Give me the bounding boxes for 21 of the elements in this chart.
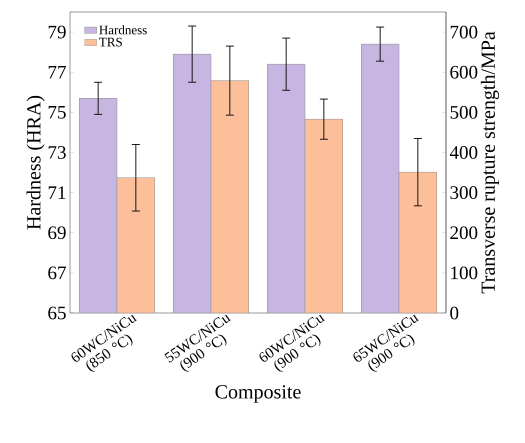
y-tick-label: 69 xyxy=(48,226,66,240)
y2-tick-label: 700 xyxy=(450,26,478,38)
y-tick-label: 75 xyxy=(48,106,66,119)
legend-label: Hardness xyxy=(99,25,147,34)
legend-label: TRS xyxy=(99,38,122,46)
y-tick-label: 77 xyxy=(48,66,66,78)
y2-tick-label: 200 xyxy=(450,226,478,240)
y2-tick-label: 300 xyxy=(450,186,478,200)
y-tick-label: 67 xyxy=(48,266,66,280)
y-tick-label: 65 xyxy=(48,306,66,320)
y-tick-label: 71 xyxy=(48,186,66,199)
y-axis-title: Hardness (HRA) xyxy=(26,96,45,230)
y-tick-label: 73 xyxy=(48,146,66,159)
y2-tick-label: 400 xyxy=(450,146,478,159)
y2-axis-title: Transverse rupture strength/MPa xyxy=(480,31,500,294)
y2-tick-label: 0 xyxy=(450,306,458,320)
y2-tick-label: 100 xyxy=(451,266,478,280)
y2-tick-label: 500 xyxy=(450,106,478,119)
x-axis-title: Composite xyxy=(215,385,301,403)
y2-tick-label: 600 xyxy=(450,66,478,79)
y-tick-label: 79 xyxy=(48,26,66,38)
